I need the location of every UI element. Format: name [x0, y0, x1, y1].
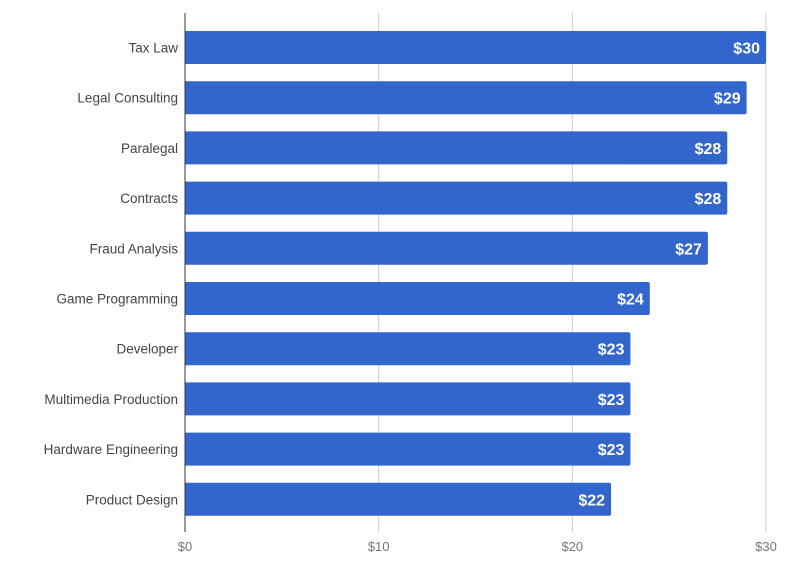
data-label: $29: [714, 91, 741, 108]
data-label: $28: [695, 141, 722, 158]
category-label: Fraud Analysis: [89, 241, 178, 256]
bar: [185, 181, 728, 215]
data-label: $27: [675, 241, 702, 258]
category-label: Developer: [116, 342, 178, 357]
data-label: $23: [598, 442, 625, 459]
bar: [185, 131, 728, 165]
category-label: Contracts: [120, 191, 178, 206]
bar: [185, 231, 708, 265]
bar: [185, 432, 631, 466]
bar: [184, 482, 612, 516]
x-tick-label: $0: [178, 539, 192, 554]
category-label: Legal Consulting: [77, 91, 178, 106]
category-label: Tax Law: [128, 41, 178, 56]
category-label: Paralegal: [121, 141, 178, 156]
bar: [185, 282, 650, 315]
bar: [185, 382, 631, 416]
data-label: $23: [598, 392, 625, 409]
data-label: $23: [598, 342, 625, 359]
data-label: $28: [695, 191, 722, 208]
x-tick-label: $20: [561, 539, 583, 554]
data-label: $30: [733, 41, 760, 58]
x-tick-label: $30: [755, 539, 777, 554]
bar: [185, 81, 747, 115]
x-tick-label: $10: [368, 539, 390, 554]
data-label: $24: [617, 292, 644, 309]
category-label: Multimedia Production: [44, 392, 178, 407]
bar: [185, 31, 766, 64]
data-label: $22: [578, 492, 605, 509]
category-label: Hardware Engineering: [44, 442, 178, 457]
bar: [185, 332, 631, 366]
category-label: Product Design: [86, 492, 178, 507]
category-label: Game Programming: [56, 292, 178, 307]
